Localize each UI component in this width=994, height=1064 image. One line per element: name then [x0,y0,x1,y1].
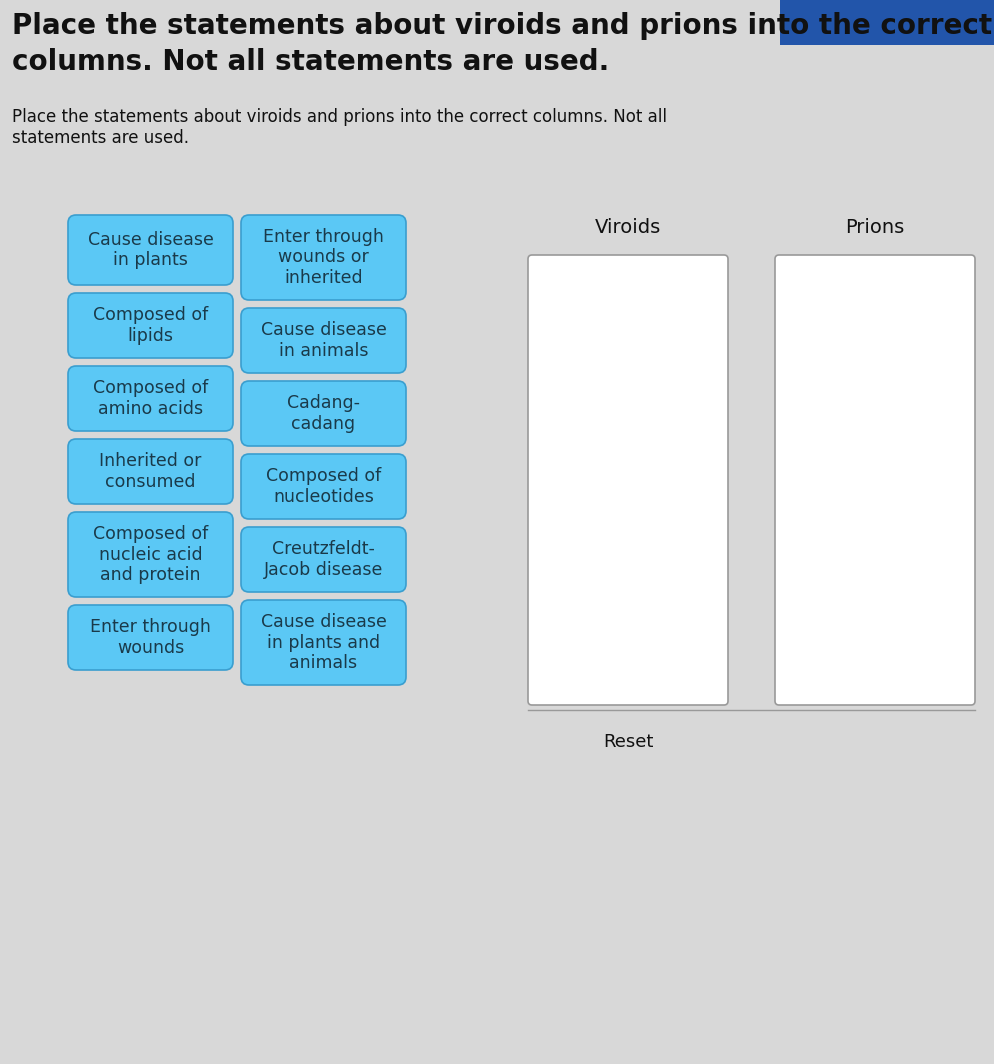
Text: Cause disease
in plants and
animals: Cause disease in plants and animals [260,613,387,672]
Text: Viroids: Viroids [594,218,661,237]
FancyBboxPatch shape [68,605,233,670]
Text: Reset: Reset [602,733,653,751]
FancyBboxPatch shape [241,454,406,519]
Text: Enter through
wounds or
inherited: Enter through wounds or inherited [263,228,384,287]
Text: Place the statements about viroids and prions into the correct columns. Not all
: Place the statements about viroids and p… [12,109,667,147]
Text: Cadang-
cadang: Cadang- cadang [287,394,360,433]
Text: Place the statements about viroids and prions into the correct: Place the statements about viroids and p… [12,12,992,40]
Text: Enter through
wounds: Enter through wounds [90,618,211,656]
FancyBboxPatch shape [68,439,233,504]
Text: Composed of
lipids: Composed of lipids [92,306,208,345]
Text: Cause disease
in animals: Cause disease in animals [260,321,387,360]
Text: columns. Not all statements are used.: columns. Not all statements are used. [12,48,609,76]
FancyBboxPatch shape [68,293,233,358]
FancyBboxPatch shape [68,366,233,431]
FancyBboxPatch shape [775,255,975,705]
FancyBboxPatch shape [241,381,406,446]
FancyBboxPatch shape [241,307,406,373]
Text: Composed of
nucleotides: Composed of nucleotides [265,467,381,505]
FancyBboxPatch shape [241,600,406,685]
Text: Prions: Prions [845,218,905,237]
Text: Composed of
amino acids: Composed of amino acids [92,379,208,418]
FancyBboxPatch shape [68,512,233,597]
FancyBboxPatch shape [68,215,233,285]
FancyBboxPatch shape [528,255,728,705]
FancyBboxPatch shape [241,215,406,300]
Text: Creutzfeldt-
Jacob disease: Creutzfeldt- Jacob disease [263,541,384,579]
Text: Composed of
nucleic acid
and protein: Composed of nucleic acid and protein [92,525,208,584]
Text: Cause disease
in plants: Cause disease in plants [87,231,214,269]
FancyBboxPatch shape [241,527,406,592]
Bar [780,0,994,45]
Text: Inherited or
consumed: Inherited or consumed [99,452,202,491]
